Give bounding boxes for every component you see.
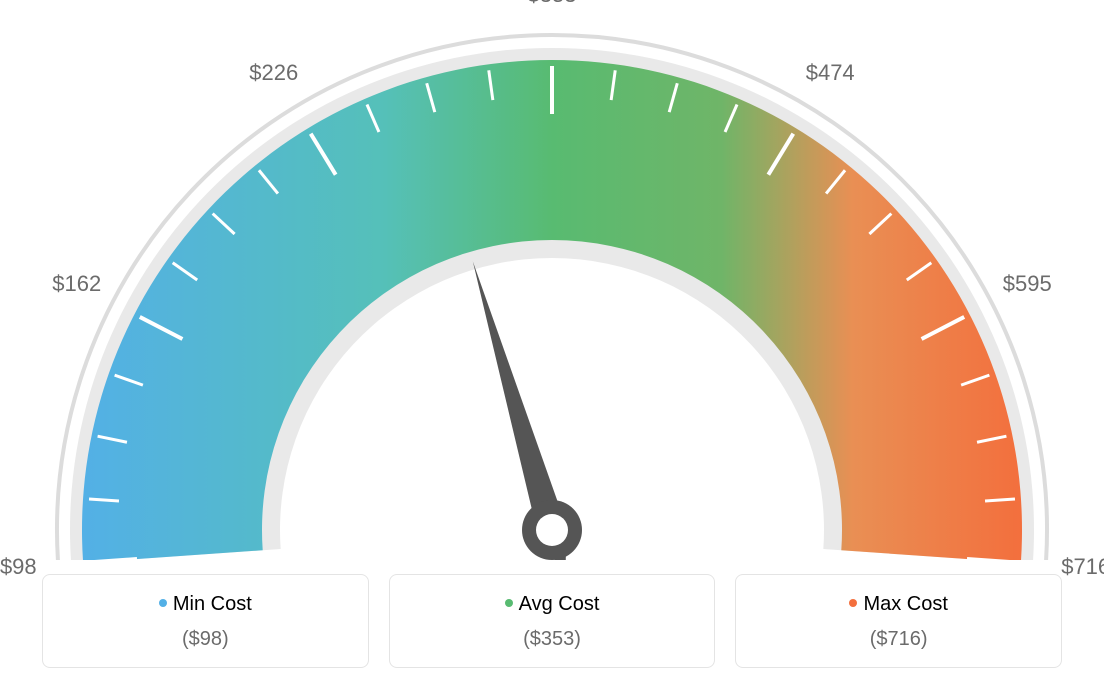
gauge-area: $98$162$226$353$474$595$716 — [0, 0, 1104, 560]
cost-gauge-chart: $98$162$226$353$474$595$716 Min Cost ($9… — [0, 0, 1104, 690]
legend-label: Avg Cost — [519, 593, 600, 615]
dot-icon — [849, 599, 857, 607]
tick-label: $474 — [806, 60, 855, 86]
legend-value-max: ($716) — [746, 628, 1051, 651]
dot-icon — [159, 599, 167, 607]
gauge-svg — [0, 0, 1104, 560]
legend-title-min: Min Cost — [53, 593, 358, 616]
legend-label: Max Cost — [863, 593, 947, 615]
dot-icon — [505, 599, 513, 607]
legend-title-max: Max Cost — [746, 593, 1051, 616]
legend-row: Min Cost ($98) Avg Cost ($353) Max Cost … — [0, 574, 1104, 668]
legend-label: Min Cost — [173, 593, 252, 615]
tick-label: $353 — [528, 0, 577, 8]
legend-value-min: ($98) — [53, 628, 358, 651]
legend-value-avg: ($353) — [400, 628, 705, 651]
legend-card-avg: Avg Cost ($353) — [389, 574, 716, 668]
legend-card-min: Min Cost ($98) — [42, 574, 369, 668]
tick-label: $595 — [1003, 271, 1052, 297]
tick-label: $226 — [249, 60, 298, 86]
legend-card-max: Max Cost ($716) — [735, 574, 1062, 668]
legend-title-avg: Avg Cost — [400, 593, 705, 616]
tick-label: $162 — [52, 271, 101, 297]
